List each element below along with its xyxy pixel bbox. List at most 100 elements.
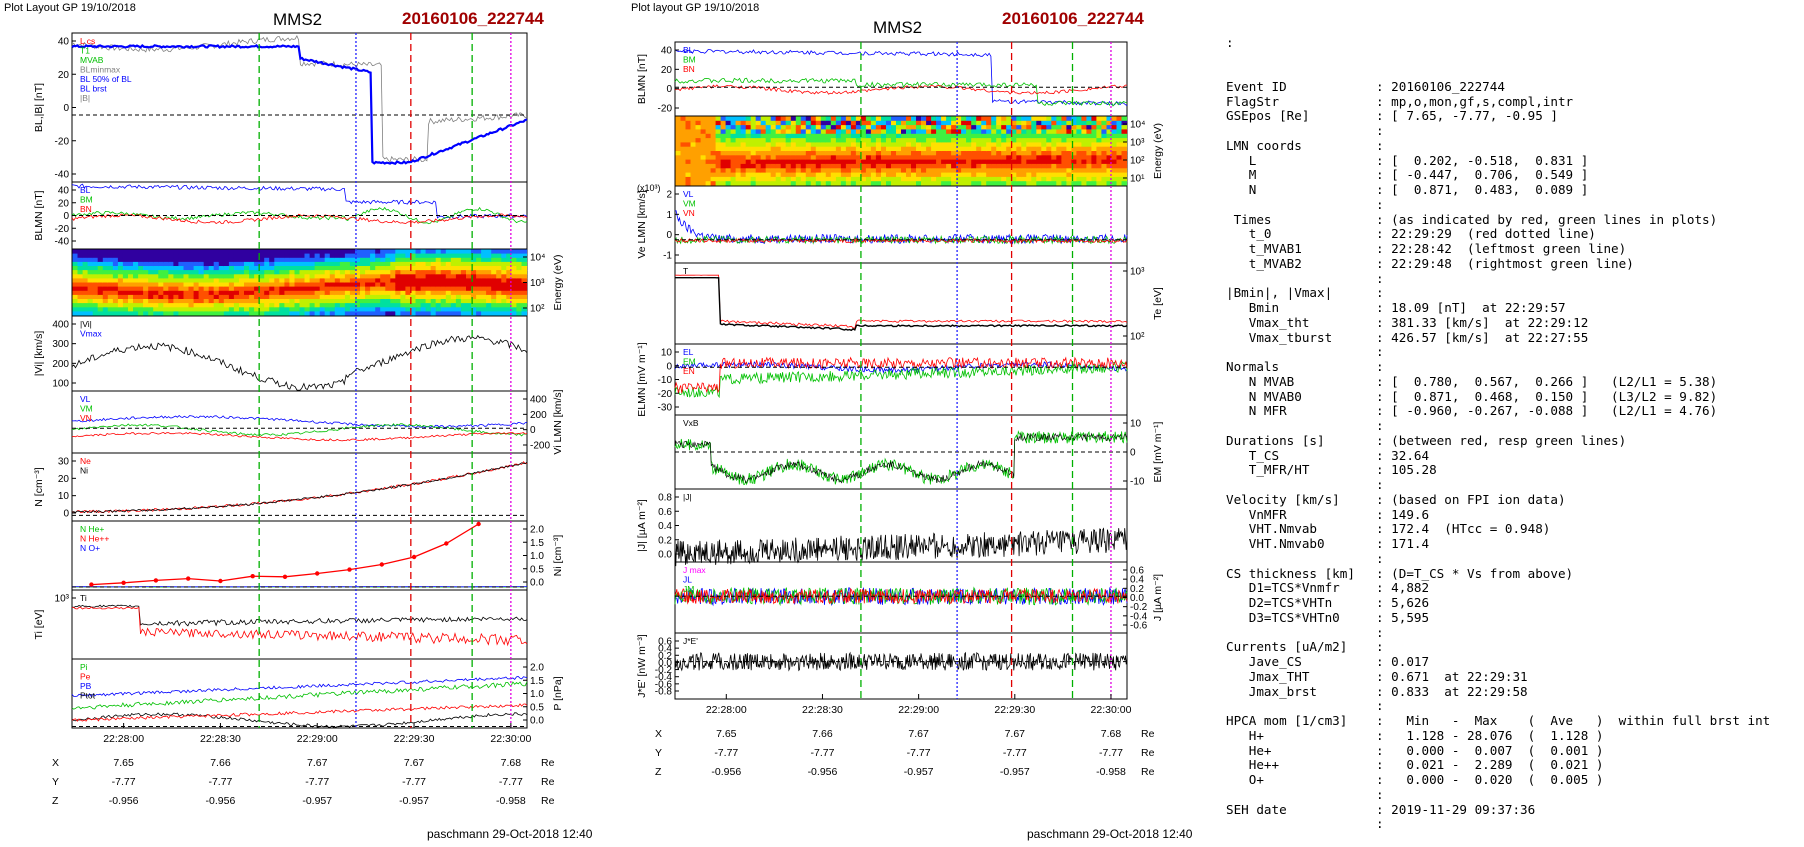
spectrogram-cell: [981, 117, 987, 122]
spectrogram-cell: [916, 173, 922, 178]
spectrogram-cell: [961, 160, 967, 165]
spectrogram-cell: [831, 181, 837, 186]
spectrogram-cell: [871, 155, 877, 160]
spectrogram-cell: [1026, 164, 1032, 169]
info-row: Vmax_tburst: 426.57 [km/s] at 22:27:55: [1226, 331, 1770, 346]
spectrogram-cell: [886, 117, 892, 122]
spectrogram-cell: [891, 177, 897, 182]
info-key: He+: [1226, 744, 1376, 759]
spectrogram-cell: [721, 160, 727, 165]
info-key: Normals: [1226, 360, 1376, 375]
spectrogram-cell: [761, 142, 767, 147]
spectrogram-cell: [1001, 155, 1007, 160]
spectrogram-cell: [1056, 134, 1062, 139]
info-row: Durations [s]: (between red, resp green …: [1226, 434, 1770, 449]
spectrogram-cell: [1041, 117, 1047, 122]
spectrogram-cell: [1086, 142, 1092, 147]
spectrogram-cell: [1016, 151, 1022, 156]
spectrogram-cell: [876, 177, 882, 182]
spectrogram-cell: [736, 177, 742, 182]
info-row: Jave_CS: 0.017: [1226, 655, 1770, 670]
spectrogram-cell: [836, 147, 842, 152]
spectrogram-cell: [736, 142, 742, 147]
spectrogram-cell: [1031, 147, 1037, 152]
y-tick-label: 10: [1130, 419, 1142, 430]
spectrogram-cell: [1036, 147, 1042, 152]
spectrogram-cell: [676, 168, 682, 173]
spectrogram-cell: [951, 160, 957, 165]
spectrogram-cell: [966, 181, 972, 186]
spectrogram-cell: [1001, 173, 1007, 178]
spectrogram-cell: [916, 142, 922, 147]
spectrogram-cell: [841, 129, 847, 134]
info-key: |Bmin|, |Vmax|: [1226, 286, 1376, 301]
spectrogram-cell: [951, 181, 957, 186]
spectrogram-cell: [1096, 138, 1102, 143]
spectrogram-cell: [951, 129, 957, 134]
spectrogram-cell: [966, 147, 972, 152]
info-row: :: [1226, 272, 1770, 287]
info-value: : [ 0.202, -0.518, 0.831 ]: [1376, 154, 1588, 169]
info-key: Durations [s]: [1226, 434, 1376, 449]
spectrogram-cell: [886, 151, 892, 156]
spectrogram-cell: [861, 177, 867, 182]
spectrogram-cell: [946, 117, 952, 122]
spectrogram-cell: [1051, 155, 1057, 160]
spectrogram-cell: [781, 168, 787, 173]
spectrogram-cell: [1031, 129, 1037, 134]
spectrogram-cell: [886, 164, 892, 169]
spectrogram-cell: [726, 168, 732, 173]
legend-entry: EL: [683, 347, 694, 357]
spectrogram-cell: [951, 142, 957, 147]
spectrogram-cell: [841, 138, 847, 143]
spectrogram-cell: [761, 125, 767, 130]
spectrogram-cell: [951, 125, 957, 130]
spectrogram-cell: [1031, 121, 1037, 126]
y-tick-label: 0: [666, 84, 672, 95]
spectrogram-cell: [781, 125, 787, 130]
spectrogram-cell: [706, 138, 712, 143]
spectrogram-cell: [1016, 181, 1022, 186]
spectrogram-cell: [1117, 151, 1123, 156]
spectrogram-cell: [716, 117, 722, 122]
legend-entry: J max: [683, 565, 706, 575]
spectrogram-cell: [901, 160, 907, 165]
spectrogram-cell: [1056, 160, 1062, 165]
spectrogram-cell: [1026, 138, 1032, 143]
spectrogram-cell: [811, 164, 817, 169]
spectrogram-cell: [871, 117, 877, 122]
spectrogram-cell: [771, 160, 777, 165]
spectrogram-cell: [876, 117, 882, 122]
spectrogram-cell: [991, 160, 997, 165]
spectrogram-cell: [816, 138, 822, 143]
spectrogram-cell: [916, 168, 922, 173]
spectrogram-cell: [941, 147, 947, 152]
spectrogram-cell: [831, 138, 837, 143]
info-value: : 149.6: [1376, 508, 1429, 523]
spectrogram-cell: [876, 155, 882, 160]
spectrogram-cell: [1122, 142, 1128, 147]
spectrogram-cell: [681, 164, 687, 169]
spectrogram-cell: [871, 129, 877, 134]
spectrogram-cell: [1026, 134, 1032, 139]
ephemeris-value: 7.67: [1005, 728, 1026, 740]
spectrogram-cell: [1061, 168, 1067, 173]
spectrogram-cell: [996, 125, 1002, 130]
spectrogram-cell: [1041, 121, 1047, 126]
spectrogram-cell: [831, 125, 837, 130]
spectrogram-cell: [1112, 138, 1118, 143]
spectrogram-cell: [861, 155, 867, 160]
spectrogram-cell: [931, 181, 937, 186]
spectrogram-cell: [771, 147, 777, 152]
spectrogram-cell: [866, 129, 872, 134]
info-value: :: [1376, 272, 1384, 287]
spectrogram-cell: [941, 129, 947, 134]
spectrogram-cell: [876, 164, 882, 169]
spectrogram-cell: [716, 134, 722, 139]
spectrogram-cell: [1086, 134, 1092, 139]
spectrogram-cell: [761, 129, 767, 134]
spectrogram-cell: [1046, 129, 1052, 134]
y-axis-label: ELMN [mV m⁻¹]: [636, 342, 648, 416]
spectrogram-cell: [821, 125, 827, 130]
spectrogram-cell: [1021, 160, 1027, 165]
